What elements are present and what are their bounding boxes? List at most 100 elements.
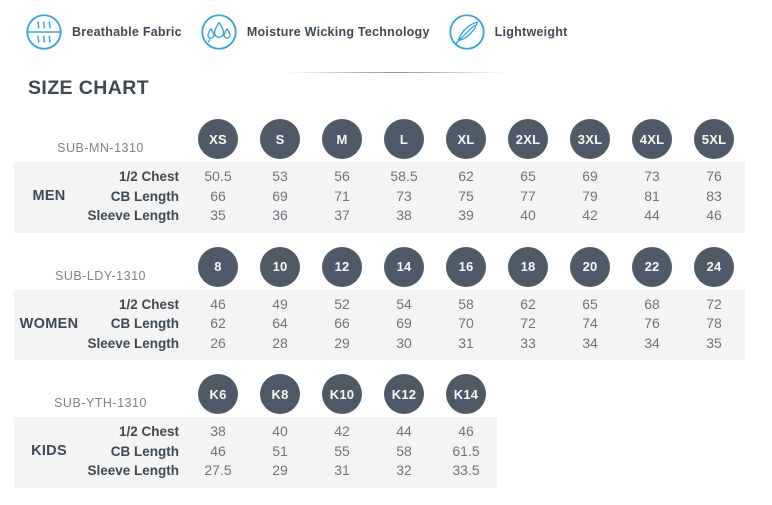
size-badge: 18	[508, 246, 548, 287]
measurement-value: 35	[706, 334, 722, 351]
measurement-value: 58.5	[390, 168, 418, 184]
measurement-value: 50.5	[204, 168, 232, 184]
measurement-value: 66	[210, 187, 226, 204]
size-badge-cell: XS	[187, 119, 249, 159]
size-badge-cell: K12	[373, 374, 435, 414]
size-badge: 3XL	[570, 119, 610, 159]
measurement-value: 49	[272, 295, 288, 312]
size-badge: 12	[322, 246, 362, 287]
size-badge: 4XL	[632, 119, 672, 159]
size-badge-cell: 24	[683, 246, 745, 287]
measurement-value: 31	[458, 334, 474, 351]
size-badge: 14	[384, 246, 424, 287]
size-badge: XL	[446, 119, 486, 159]
size-badge-cell: L	[373, 119, 435, 159]
size-badge-cell: 10	[249, 246, 311, 287]
size-badge: K10	[322, 374, 362, 414]
measurement-value: 69	[272, 187, 288, 204]
measurement-value: 73	[644, 168, 660, 184]
measurement-value: 44	[396, 423, 412, 439]
measurement-value: 72	[520, 315, 536, 331]
measurement-value: 37	[334, 207, 350, 223]
size-section-women: SUB-LDY-1310 8 10 12 14 16 18 20 22 24 WOMEN 1/2 Ch…	[0, 244, 772, 360]
measurement-value: 46	[210, 295, 226, 312]
size-badge-cell: 3XL	[559, 119, 621, 159]
measurement-value: 40	[520, 207, 536, 223]
measurement-value: 64	[272, 315, 288, 331]
measurement-row-label: 1/2 Chest	[118, 296, 179, 312]
measurement-value: 34	[644, 334, 660, 351]
measurement-value: 78	[706, 315, 722, 331]
measurement-value: 29	[334, 334, 350, 351]
group-name: WOMEN	[19, 315, 79, 332]
measurement-value: 44	[644, 207, 660, 223]
size-badge-cell: K10	[311, 374, 373, 414]
size-badge: XS	[198, 119, 238, 159]
size-badge-cell: 8	[187, 246, 249, 287]
size-badge-cell: K6	[187, 374, 249, 414]
size-badge-cell: XL	[435, 119, 497, 159]
measurement-value: 54	[396, 295, 412, 312]
size-badge-cell: M	[311, 119, 373, 159]
measurement-value: 33.5	[452, 462, 480, 478]
measurement-value: 58	[396, 442, 412, 459]
size-badge: 20	[570, 246, 610, 287]
size-badge: K6	[198, 374, 238, 414]
size-badge-cell: 2XL	[497, 119, 559, 159]
measurement-value: 51	[272, 442, 288, 459]
measurement-value: 62	[210, 315, 226, 331]
feature-moisture-wicking: Moisture Wicking Technology	[200, 13, 430, 51]
measurement-value: 40	[272, 423, 288, 439]
size-badge: 5XL	[694, 119, 734, 159]
feature-breathable-fabric: Breathable Fabric	[25, 13, 182, 51]
feature-label: Breathable Fabric	[72, 25, 182, 39]
measurement-value: 72	[706, 295, 722, 312]
measurement-value: 46	[210, 442, 226, 459]
size-badge-cell: 16	[435, 246, 497, 287]
measurement-value: 27.5	[204, 462, 232, 478]
size-badge-cell: 14	[373, 246, 435, 287]
section-header: SUB-LDY-1310 8 10 12 14 16 18 20 22 24	[14, 244, 772, 290]
measurement-value: 79	[582, 187, 598, 204]
size-badge: 2XL	[508, 119, 548, 159]
size-badge: M	[322, 119, 362, 159]
size-badge-cell: K8	[249, 374, 311, 414]
size-badge-cell: 12	[311, 246, 373, 287]
feather-lightweight-icon	[448, 13, 486, 51]
measurement-row-label: Sleeve Length	[87, 208, 179, 223]
measurement-row-label: CB Length	[110, 443, 179, 459]
product-code: SUB-YTH-1310	[54, 396, 147, 410]
measurement-value: 35	[210, 207, 226, 223]
group-name: KIDS	[31, 443, 67, 460]
measurement-row-label: Sleeve Length	[87, 335, 179, 351]
size-badge-cell: 4XL	[621, 119, 683, 159]
product-code: SUB-LDY-1310	[54, 268, 146, 283]
measurement-value: 46	[458, 423, 474, 439]
size-badge-cell: 18	[497, 246, 559, 287]
measurement-value: 65	[582, 295, 598, 312]
product-code: SUB-MN-1310	[57, 141, 144, 155]
measurement-value: 75	[458, 187, 474, 204]
measurement-value: 76	[706, 168, 722, 184]
size-section-men: SUB-MN-1310 XS S M L XL 2XL 3XL 4XL 5XL MEN 1/2 Che…	[0, 116, 772, 233]
size-badge-cell: 20	[559, 246, 621, 287]
divider-line	[285, 72, 507, 73]
measurement-row-label: CB Length	[110, 316, 179, 331]
measurement-value: 66	[334, 315, 350, 331]
measurement-value: 70	[458, 315, 474, 331]
size-sections: SUB-MN-1310 XS S M L XL 2XL 3XL 4XL 5XL MEN 1/2 Che…	[0, 116, 772, 488]
measurement-value: 46	[706, 207, 722, 223]
feature-label: Lightweight	[494, 25, 568, 39]
page-title: SIZE CHART	[28, 77, 149, 99]
measurements-band: KIDS 1/2 Chest 38 40 42 44 46 CB Length 46 51 55 58…	[14, 417, 497, 488]
measurement-value: 81	[644, 187, 660, 204]
measurement-value: 69	[396, 315, 412, 331]
measurement-value: 31	[334, 462, 350, 478]
size-badge: 16	[446, 246, 486, 287]
measurement-value: 73	[396, 187, 412, 204]
measurement-value: 36	[272, 207, 288, 223]
section-header: SUB-MN-1310 XS S M L XL 2XL 3XL 4XL 5XL	[14, 116, 772, 162]
measurement-value: 56	[334, 168, 350, 184]
measurement-value: 38	[210, 423, 226, 439]
